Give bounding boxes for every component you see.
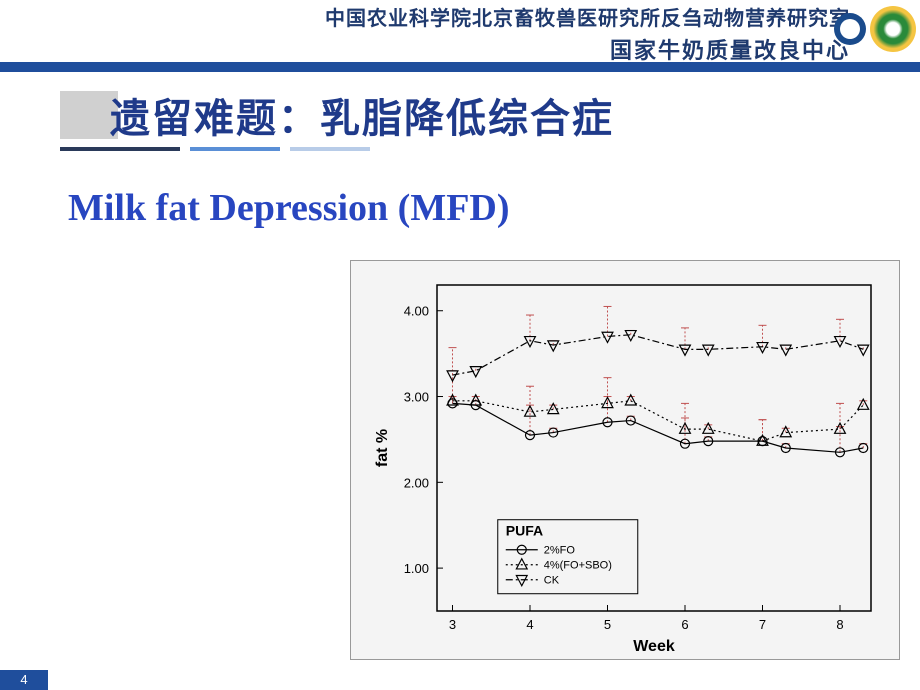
title-underline	[60, 144, 560, 154]
svg-text:5: 5	[604, 617, 611, 632]
svg-text:3.00: 3.00	[404, 390, 429, 405]
svg-text:8: 8	[836, 617, 843, 632]
svg-text:3: 3	[449, 617, 456, 632]
header-line2: 国家牛奶质量改良中心	[325, 33, 850, 65]
svg-text:1.00: 1.00	[404, 561, 429, 576]
svg-text:fat %: fat %	[374, 429, 391, 467]
logo-blue-icon	[834, 13, 866, 45]
logo-group	[834, 6, 916, 52]
logo-green-icon	[870, 6, 916, 52]
svg-text:6: 6	[681, 617, 688, 632]
page-number: 4	[0, 670, 48, 690]
svg-text:2.00: 2.00	[404, 475, 429, 490]
svg-text:4: 4	[526, 617, 533, 632]
header: 中国农业科学院北京畜牧兽医研究所反刍动物营养研究室 国家牛奶质量改良中心	[0, 0, 920, 62]
svg-text:4.00: 4.00	[404, 304, 429, 319]
svg-text:PUFA: PUFA	[506, 523, 543, 539]
slide-subtitle: Milk fat Depression (MFD)	[68, 186, 510, 230]
slide-title: 遗留难题：乳脂降低综合症	[110, 86, 614, 144]
header-line1: 中国农业科学院北京畜牧兽医研究所反刍动物营养研究室	[325, 2, 850, 31]
svg-text:7: 7	[759, 617, 766, 632]
svg-text:CK: CK	[544, 575, 560, 587]
mfd-chart: 1.00 2.00 3.00 4.00 3 4 5 6 7 8 fat % Week PUFA2%FO 4…	[350, 260, 900, 660]
chart-svg: 1.00 2.00 3.00 4.00 3 4 5 6 7 8 fat % Week PUFA2%FO 4…	[351, 261, 901, 661]
svg-text:2%FO: 2%FO	[544, 545, 576, 557]
header-stripe	[0, 62, 920, 72]
title-row: 遗留难题：乳脂降低综合症	[60, 86, 614, 144]
svg-text:4%(FO+SBO): 4%(FO+SBO)	[544, 560, 612, 572]
header-text-block: 中国农业科学院北京畜牧兽医研究所反刍动物营养研究室 国家牛奶质量改良中心	[325, 2, 850, 65]
svg-text:Week: Week	[633, 638, 675, 655]
